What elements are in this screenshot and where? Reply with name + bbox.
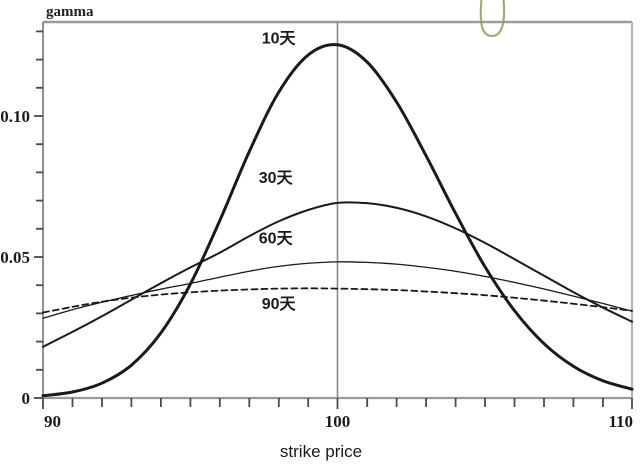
x-tick-label-110: 110 [608, 412, 633, 431]
curve-4 [42, 287, 633, 314]
x-axis-ticks [42, 398, 633, 409]
x-axis-title: strike price [280, 442, 362, 461]
series-label-90天: 90天 [262, 296, 297, 313]
y-tick-label-0.05: 0.05 [0, 248, 30, 267]
series-inline-labels: 10天 30天 60天 90天 [259, 30, 297, 313]
x-tick-label-100: 100 [325, 412, 351, 431]
series-label-30天: 30天 [259, 170, 294, 187]
series-label-60天: 60天 [259, 231, 294, 248]
y-tick-label-0.10: 0.10 [0, 107, 30, 126]
y-axis-name: gamma [46, 4, 94, 20]
y-tick-label-0: 0 [22, 389, 31, 408]
x-tick-label-90: 90 [44, 412, 61, 431]
pen-scribble-mark [479, 0, 506, 38]
curve-1 [41, 43, 634, 398]
y-axis-ticks [34, 30, 43, 399]
curve-2 [42, 201, 633, 348]
series-label-10天: 10天 [262, 30, 297, 47]
curve-3 [42, 261, 633, 319]
data-curves [41, 43, 634, 398]
